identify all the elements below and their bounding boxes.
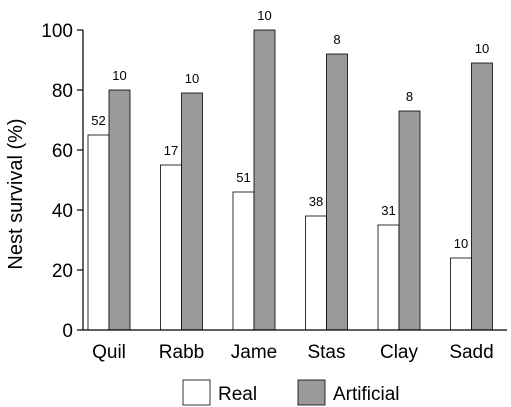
bar-real-jame xyxy=(232,191,255,331)
legend-label-real: Real xyxy=(218,384,257,405)
x-axis: Quil Rabb Jame Stas Clay Sadd xyxy=(83,329,507,363)
legend-swatch-real xyxy=(182,379,211,406)
legend-swatch-artificial xyxy=(297,379,326,406)
y-tick-label: 20 xyxy=(52,261,73,282)
bar-real-clay xyxy=(377,224,400,331)
bar-artificial-jame xyxy=(253,29,276,331)
x-tick-label-stas: Stas xyxy=(307,342,345,363)
data-labels: 52 10 17 10 51 10 38 8 31 8 10 10 xyxy=(91,8,489,251)
y-tick-label: 40 xyxy=(52,201,73,222)
data-label-real-quil: 52 xyxy=(91,113,105,128)
data-label-real-sadd: 10 xyxy=(454,236,468,251)
bar-real-stas xyxy=(305,215,327,331)
bar-artificial-sadd xyxy=(471,62,493,331)
bar-artificial-rabb xyxy=(181,92,203,331)
bar-real-rabb xyxy=(160,164,182,331)
data-label-real-rabb: 17 xyxy=(164,143,178,158)
data-label-real-stas: 38 xyxy=(309,194,323,209)
data-label-artificial-rabb: 10 xyxy=(185,71,199,86)
y-axis-title: Nest survival (%) xyxy=(5,118,27,269)
data-label-artificial-jame: 10 xyxy=(257,8,271,23)
data-label-artificial-quil: 10 xyxy=(112,68,126,83)
y-tick-label: 60 xyxy=(52,141,73,162)
bar-real-sadd xyxy=(450,257,472,331)
data-label-artificial-stas: 8 xyxy=(333,32,340,47)
y-tick-label: 100 xyxy=(41,21,73,42)
bar-real-quil xyxy=(87,134,110,331)
x-tick-label-jame: Jame xyxy=(231,342,277,363)
data-label-artificial-clay: 8 xyxy=(406,89,413,104)
x-tick-label-quil: Quil xyxy=(92,342,126,363)
bars xyxy=(87,29,493,331)
y-axis: 0 20 40 60 80 100 xyxy=(41,21,84,342)
data-label-real-clay: 31 xyxy=(381,203,395,218)
data-label-artificial-sadd: 10 xyxy=(475,41,489,56)
data-label-real-jame: 51 xyxy=(236,170,250,185)
bar-artificial-stas xyxy=(326,53,348,331)
legend: Real Artificial xyxy=(182,379,400,406)
legend-label-artificial: Artificial xyxy=(333,384,400,405)
x-tick-label-rabb: Rabb xyxy=(159,342,204,363)
y-tick-label: 0 xyxy=(62,321,73,342)
bar-artificial-clay xyxy=(398,110,421,331)
x-tick-label-sadd: Sadd xyxy=(449,342,493,363)
bar-artificial-quil xyxy=(108,89,131,331)
y-tick-label: 80 xyxy=(52,81,73,102)
x-tick-label-clay: Clay xyxy=(380,342,419,363)
